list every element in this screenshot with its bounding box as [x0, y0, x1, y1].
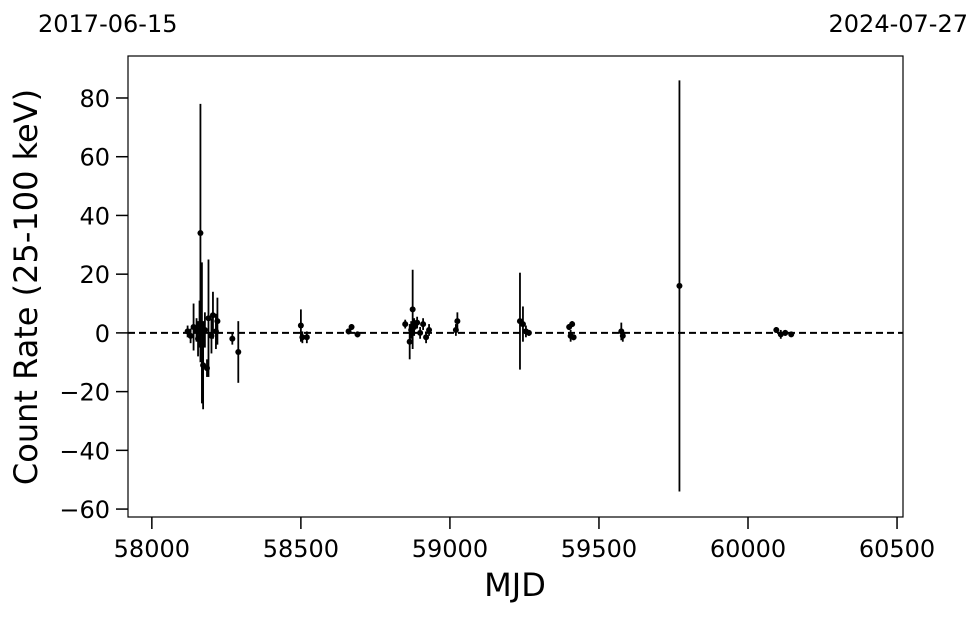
data-point [299, 334, 306, 341]
data-point [619, 332, 626, 339]
data-point [229, 335, 236, 342]
data-point [297, 322, 304, 329]
data-point [214, 318, 221, 325]
data-point [773, 326, 780, 333]
x-tick-label: 59500 [561, 535, 637, 563]
data-point [406, 338, 413, 345]
data-point [569, 321, 576, 328]
data-point [519, 321, 526, 328]
data-point [788, 331, 795, 338]
data-point [411, 324, 418, 331]
y-tick-label: −20 [59, 379, 110, 407]
data-point [348, 324, 355, 331]
y-axis-label: Count Rate (25-100 keV) [7, 89, 45, 485]
data-point [345, 328, 352, 335]
data-point [197, 230, 204, 237]
x-tick-label: 59000 [412, 535, 488, 563]
data-point [782, 329, 789, 336]
x-tick-label: 60000 [710, 535, 786, 563]
plot-frame [127, 55, 904, 518]
data-point [235, 348, 242, 355]
y-tick-label: −60 [59, 496, 110, 524]
y-tick-label: 20 [79, 261, 110, 289]
data-point [423, 334, 430, 341]
data-point [426, 326, 433, 333]
y-tick-label: 0 [95, 320, 110, 348]
data-point [205, 315, 212, 322]
end-date: 2024-07-27 [829, 10, 968, 38]
data-point [525, 329, 532, 336]
x-tick-label: 58000 [114, 535, 190, 563]
data-point [303, 334, 310, 341]
y-tick-label: −40 [59, 437, 110, 465]
data-point [417, 329, 424, 336]
x-tick-label: 58500 [263, 535, 339, 563]
data-point [184, 328, 191, 335]
data-point [414, 319, 421, 326]
y-tick-label: 60 [79, 144, 110, 172]
y-tick-label: 80 [79, 85, 110, 113]
data-point [420, 321, 427, 328]
data-point [570, 334, 577, 341]
x-axis-label: MJD [484, 566, 546, 604]
data-point [354, 331, 361, 338]
x-tick-label: 60500 [859, 535, 935, 563]
data-point [201, 326, 208, 333]
data-point [454, 318, 461, 325]
start-date: 2017-06-15 [38, 10, 177, 38]
y-tick-label: 40 [79, 202, 110, 230]
data-point [402, 321, 409, 328]
data-point [187, 332, 194, 339]
data-point [209, 312, 216, 319]
data-point [409, 306, 416, 313]
data-point [676, 282, 683, 289]
